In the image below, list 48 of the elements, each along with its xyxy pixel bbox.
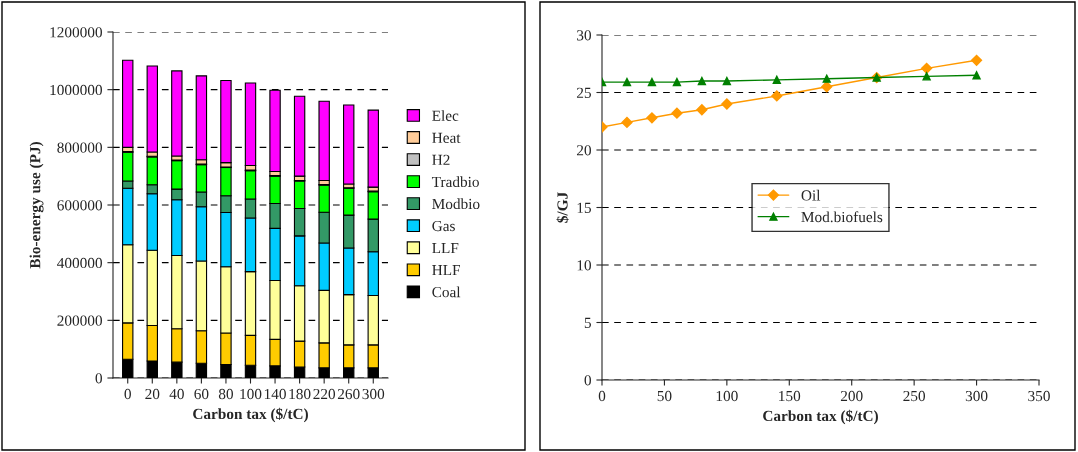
x-tick-label: 200 [840, 390, 863, 402]
x-tick-label: 260 [337, 388, 360, 400]
y-tick-label: 25 [576, 87, 591, 98]
legend-label: Tradbio [431, 176, 479, 188]
y-tick-label: 5 [584, 317, 591, 328]
legend-label: Oil [801, 189, 821, 201]
x-tick-label: 150 [779, 390, 801, 402]
x-tick-label: 20 [145, 388, 160, 400]
x-tick-label: 100 [240, 388, 262, 400]
y-tick-label: 1200000 [50, 27, 102, 38]
x-tick-label: 350 [1028, 390, 1050, 402]
y-axis-title: Bio-energy use (PJ) [29, 142, 44, 269]
legend-label: Gas [432, 220, 455, 232]
legend-label: HLF [432, 265, 460, 276]
x-tick-label: 50 [657, 390, 672, 402]
y-tick-label: 0 [95, 373, 102, 384]
x-tick-label: 180 [289, 388, 311, 400]
legend-label: H2 [432, 154, 450, 165]
x-tick-label: 250 [903, 390, 926, 402]
x-tick-label: 60 [194, 388, 209, 400]
legend-label: Coal [432, 286, 461, 298]
y-tick-label: 20 [576, 145, 591, 156]
x-tick-label: 300 [965, 390, 988, 402]
x-axis-title: Carbon tax ($/tC) [193, 407, 308, 423]
legend-label: Elec [432, 110, 459, 121]
y-tick-label: 200000 [57, 315, 102, 326]
x-tick-label: 220 [313, 388, 336, 400]
x-tick-label: 40 [169, 388, 184, 400]
legend-label: LLF [432, 243, 459, 254]
x-tick-label: 300 [362, 388, 385, 400]
y-tick-label: 0 [584, 375, 591, 386]
y-tick-label: 30 [577, 30, 591, 41]
y-tick-label: 600000 [57, 200, 102, 211]
x-axis-title: Carbon tax ($/tC) [763, 409, 878, 425]
legend-label: Heat [432, 132, 461, 143]
legend-label: Modbio [432, 198, 480, 210]
y-tick-label: 800000 [57, 142, 102, 153]
y-tick-label: 10 [577, 260, 591, 271]
y-tick-label: 1000000 [50, 84, 102, 96]
y-tick-label: 400000 [57, 257, 102, 269]
x-tick-label: 80 [218, 388, 233, 400]
y-axis-title: $/GJ [556, 192, 569, 223]
x-tick-label: 140 [264, 388, 286, 400]
x-tick-label: 0 [124, 388, 131, 400]
y-tick-label: 15 [577, 202, 591, 213]
x-tick-label: 0 [598, 390, 606, 402]
legend-label: Mod.biofuels [801, 211, 883, 223]
x-tick-label: 100 [716, 390, 738, 402]
